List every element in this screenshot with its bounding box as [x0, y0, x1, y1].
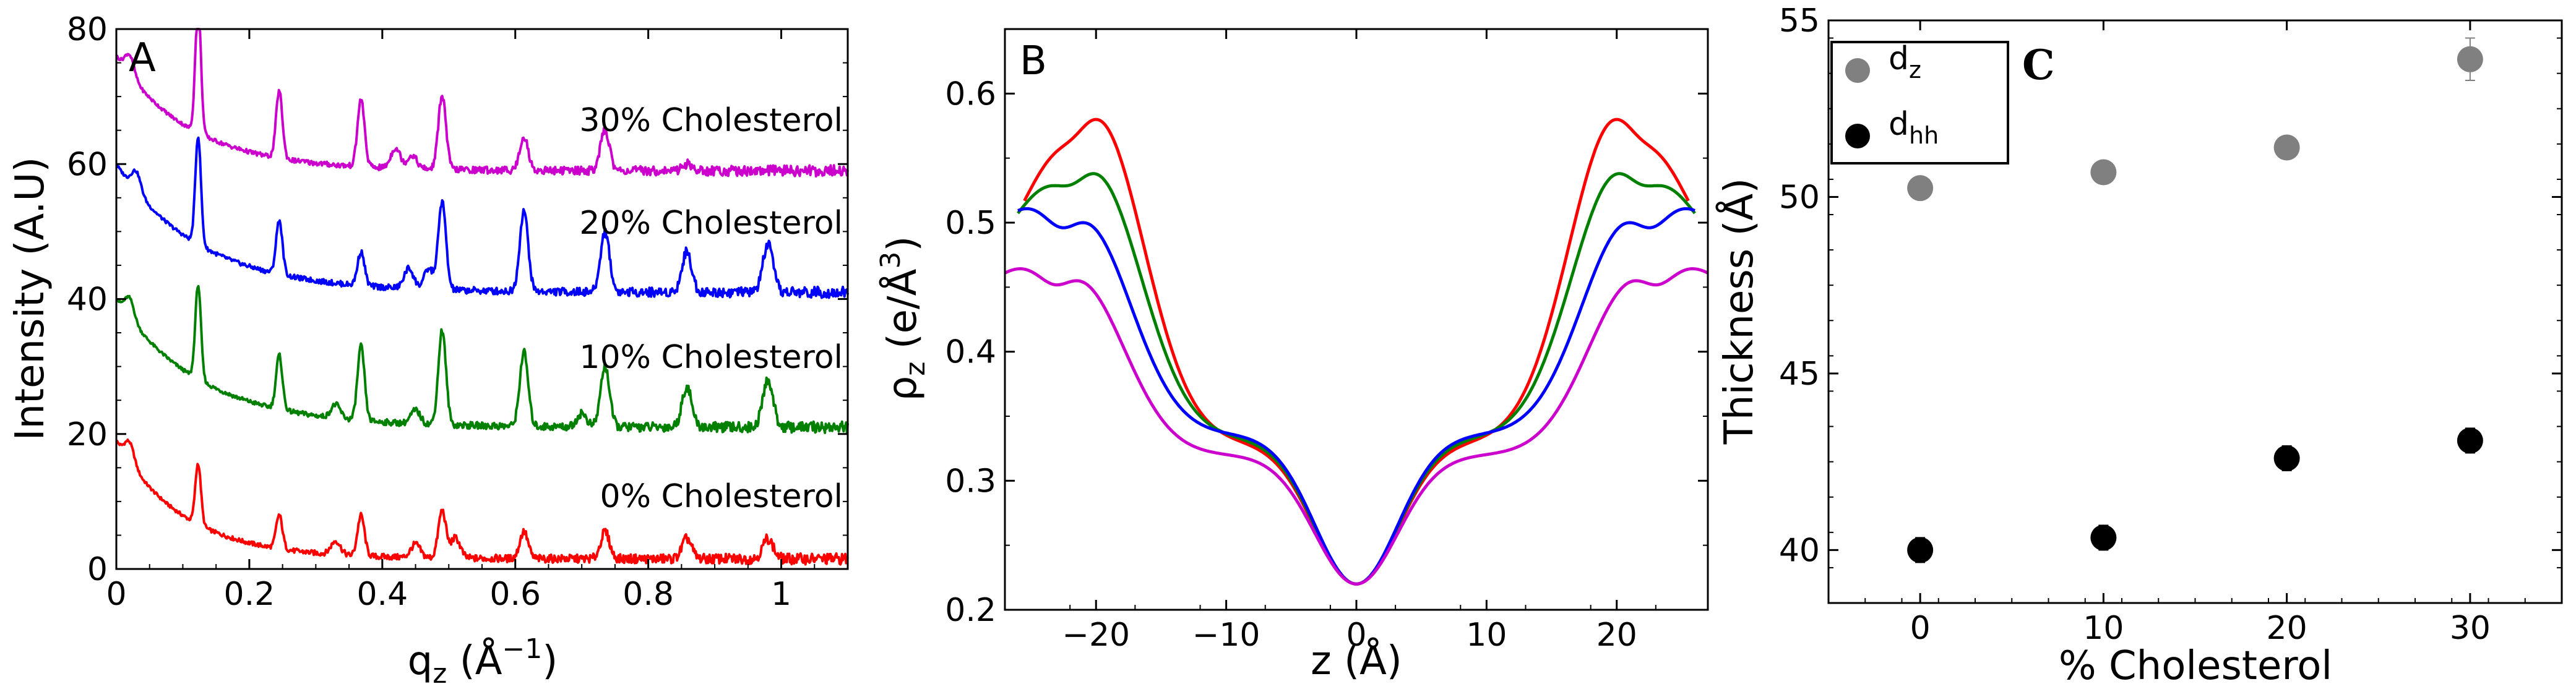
- x-tick-label: 0.8: [622, 576, 674, 613]
- panel-c-series: [1907, 37, 2483, 563]
- panel-b-ticks: −20 −10 0 10 20 0.2 0.3 0.4 0.5 0.6: [945, 28, 1708, 654]
- series-line-1: [1017, 172, 1696, 586]
- legend-10-cholesterol: 10% Cholesterol: [579, 339, 843, 376]
- x-tick-label: 0: [1910, 610, 1931, 647]
- legend-30-cholesterol: 30% Cholesterol: [579, 102, 843, 139]
- series-line-0: [116, 438, 849, 566]
- panel-b-xlabel: z (Å): [1311, 637, 1402, 684]
- y-tick-label: 20: [67, 416, 108, 453]
- panel-a-xlabel: qz (Å−1): [408, 633, 558, 690]
- panel-c-xlabel: % Cholesterol: [2059, 643, 2332, 689]
- data-point-d_hh: [2457, 427, 2483, 454]
- y-tick-label: 40: [67, 281, 108, 319]
- y-tick-label: 0.4: [945, 334, 996, 371]
- y-tick-label: 0: [87, 551, 108, 588]
- y-tick-label: 80: [67, 11, 108, 48]
- panel-a-series: [115, 28, 849, 566]
- x-tick-label: 10: [2083, 610, 2124, 647]
- panel-a-ylabel: Intensity (A.U): [7, 157, 53, 441]
- legend-dhh-marker: [1845, 124, 1870, 148]
- series-line-3: [115, 28, 849, 178]
- data-point-d_z: [2090, 159, 2117, 186]
- y-tick-label: 45: [1779, 356, 1820, 393]
- x-tick-label: 20: [2267, 610, 2307, 647]
- panel-c: 0 10 20 30 40 45 50 55 dz dhh C % Cholesterol T…: [1715, 2, 2563, 689]
- data-point-d_z: [1907, 175, 1934, 202]
- x-tick-label: 30: [2450, 610, 2491, 647]
- x-tick-label: 10: [1466, 617, 1507, 654]
- series-line-2: [1017, 207, 1695, 586]
- legend-dz-label: dz: [1889, 40, 1921, 83]
- series-line-1: [115, 284, 849, 434]
- legend-dz-marker: [1845, 58, 1870, 83]
- panel-a-label: A: [129, 35, 156, 81]
- y-tick-label: 0.3: [945, 463, 996, 500]
- y-tick-label: 55: [1779, 2, 1820, 40]
- x-tick-label: 1: [771, 576, 791, 613]
- panel-b: −20 −10 0 10 20 0.2 0.3 0.4 0.5 0.6 B z (Å) ρz (e…: [875, 28, 1709, 684]
- panel-a-ticks: 0 0.2 0.4 0.6 0.8 1 0 20 40 60 80: [67, 11, 848, 613]
- y-tick-label: 0.2: [945, 592, 996, 629]
- panel-b-label: B: [1020, 38, 1047, 84]
- series-line-3: [1004, 267, 1709, 586]
- x-tick-label: 0: [106, 576, 126, 613]
- data-point-d_z: [2457, 46, 2483, 72]
- x-tick-label: 0.4: [356, 576, 408, 613]
- series-line-2: [115, 136, 849, 299]
- data-point-d_z: [2273, 134, 2300, 161]
- y-tick-label: 0.6: [945, 75, 996, 113]
- legend-0-cholesterol: 0% Cholesterol: [600, 478, 843, 515]
- y-tick-label: 40: [1779, 532, 1820, 569]
- panel-a: 0 0.2 0.4 0.6 0.8 1 0 20 40 60 80 A 30% Cholestero…: [7, 11, 849, 690]
- legend-dhh-label: dhh: [1889, 106, 1939, 149]
- panel-c-label: C: [2022, 41, 2055, 89]
- panel-c-ylabel: Thickness (Å): [1715, 178, 1762, 445]
- legend-20-cholesterol: 20% Cholesterol: [579, 205, 843, 242]
- y-tick-label: 60: [67, 146, 108, 183]
- data-point-d_hh: [2273, 445, 2300, 471]
- data-point-d_hh: [2090, 524, 2117, 551]
- x-tick-label: −10: [1192, 617, 1260, 654]
- x-tick-label: 0: [1346, 617, 1366, 654]
- panel-b-ylabel: ρz (e/Å3): [875, 236, 931, 401]
- data-point-d_hh: [1907, 537, 1934, 563]
- y-tick-label: 0.5: [945, 205, 996, 242]
- x-tick-label: 20: [1596, 617, 1637, 654]
- x-tick-label: −20: [1062, 617, 1130, 654]
- x-tick-label: 0.6: [489, 576, 541, 613]
- panel-b-series: [1004, 118, 1709, 586]
- panel-c-ticks: 0 10 20 30 40 45 50 55: [1779, 2, 2562, 647]
- x-tick-label: 0.2: [224, 576, 275, 613]
- y-tick-label: 50: [1779, 179, 1820, 216]
